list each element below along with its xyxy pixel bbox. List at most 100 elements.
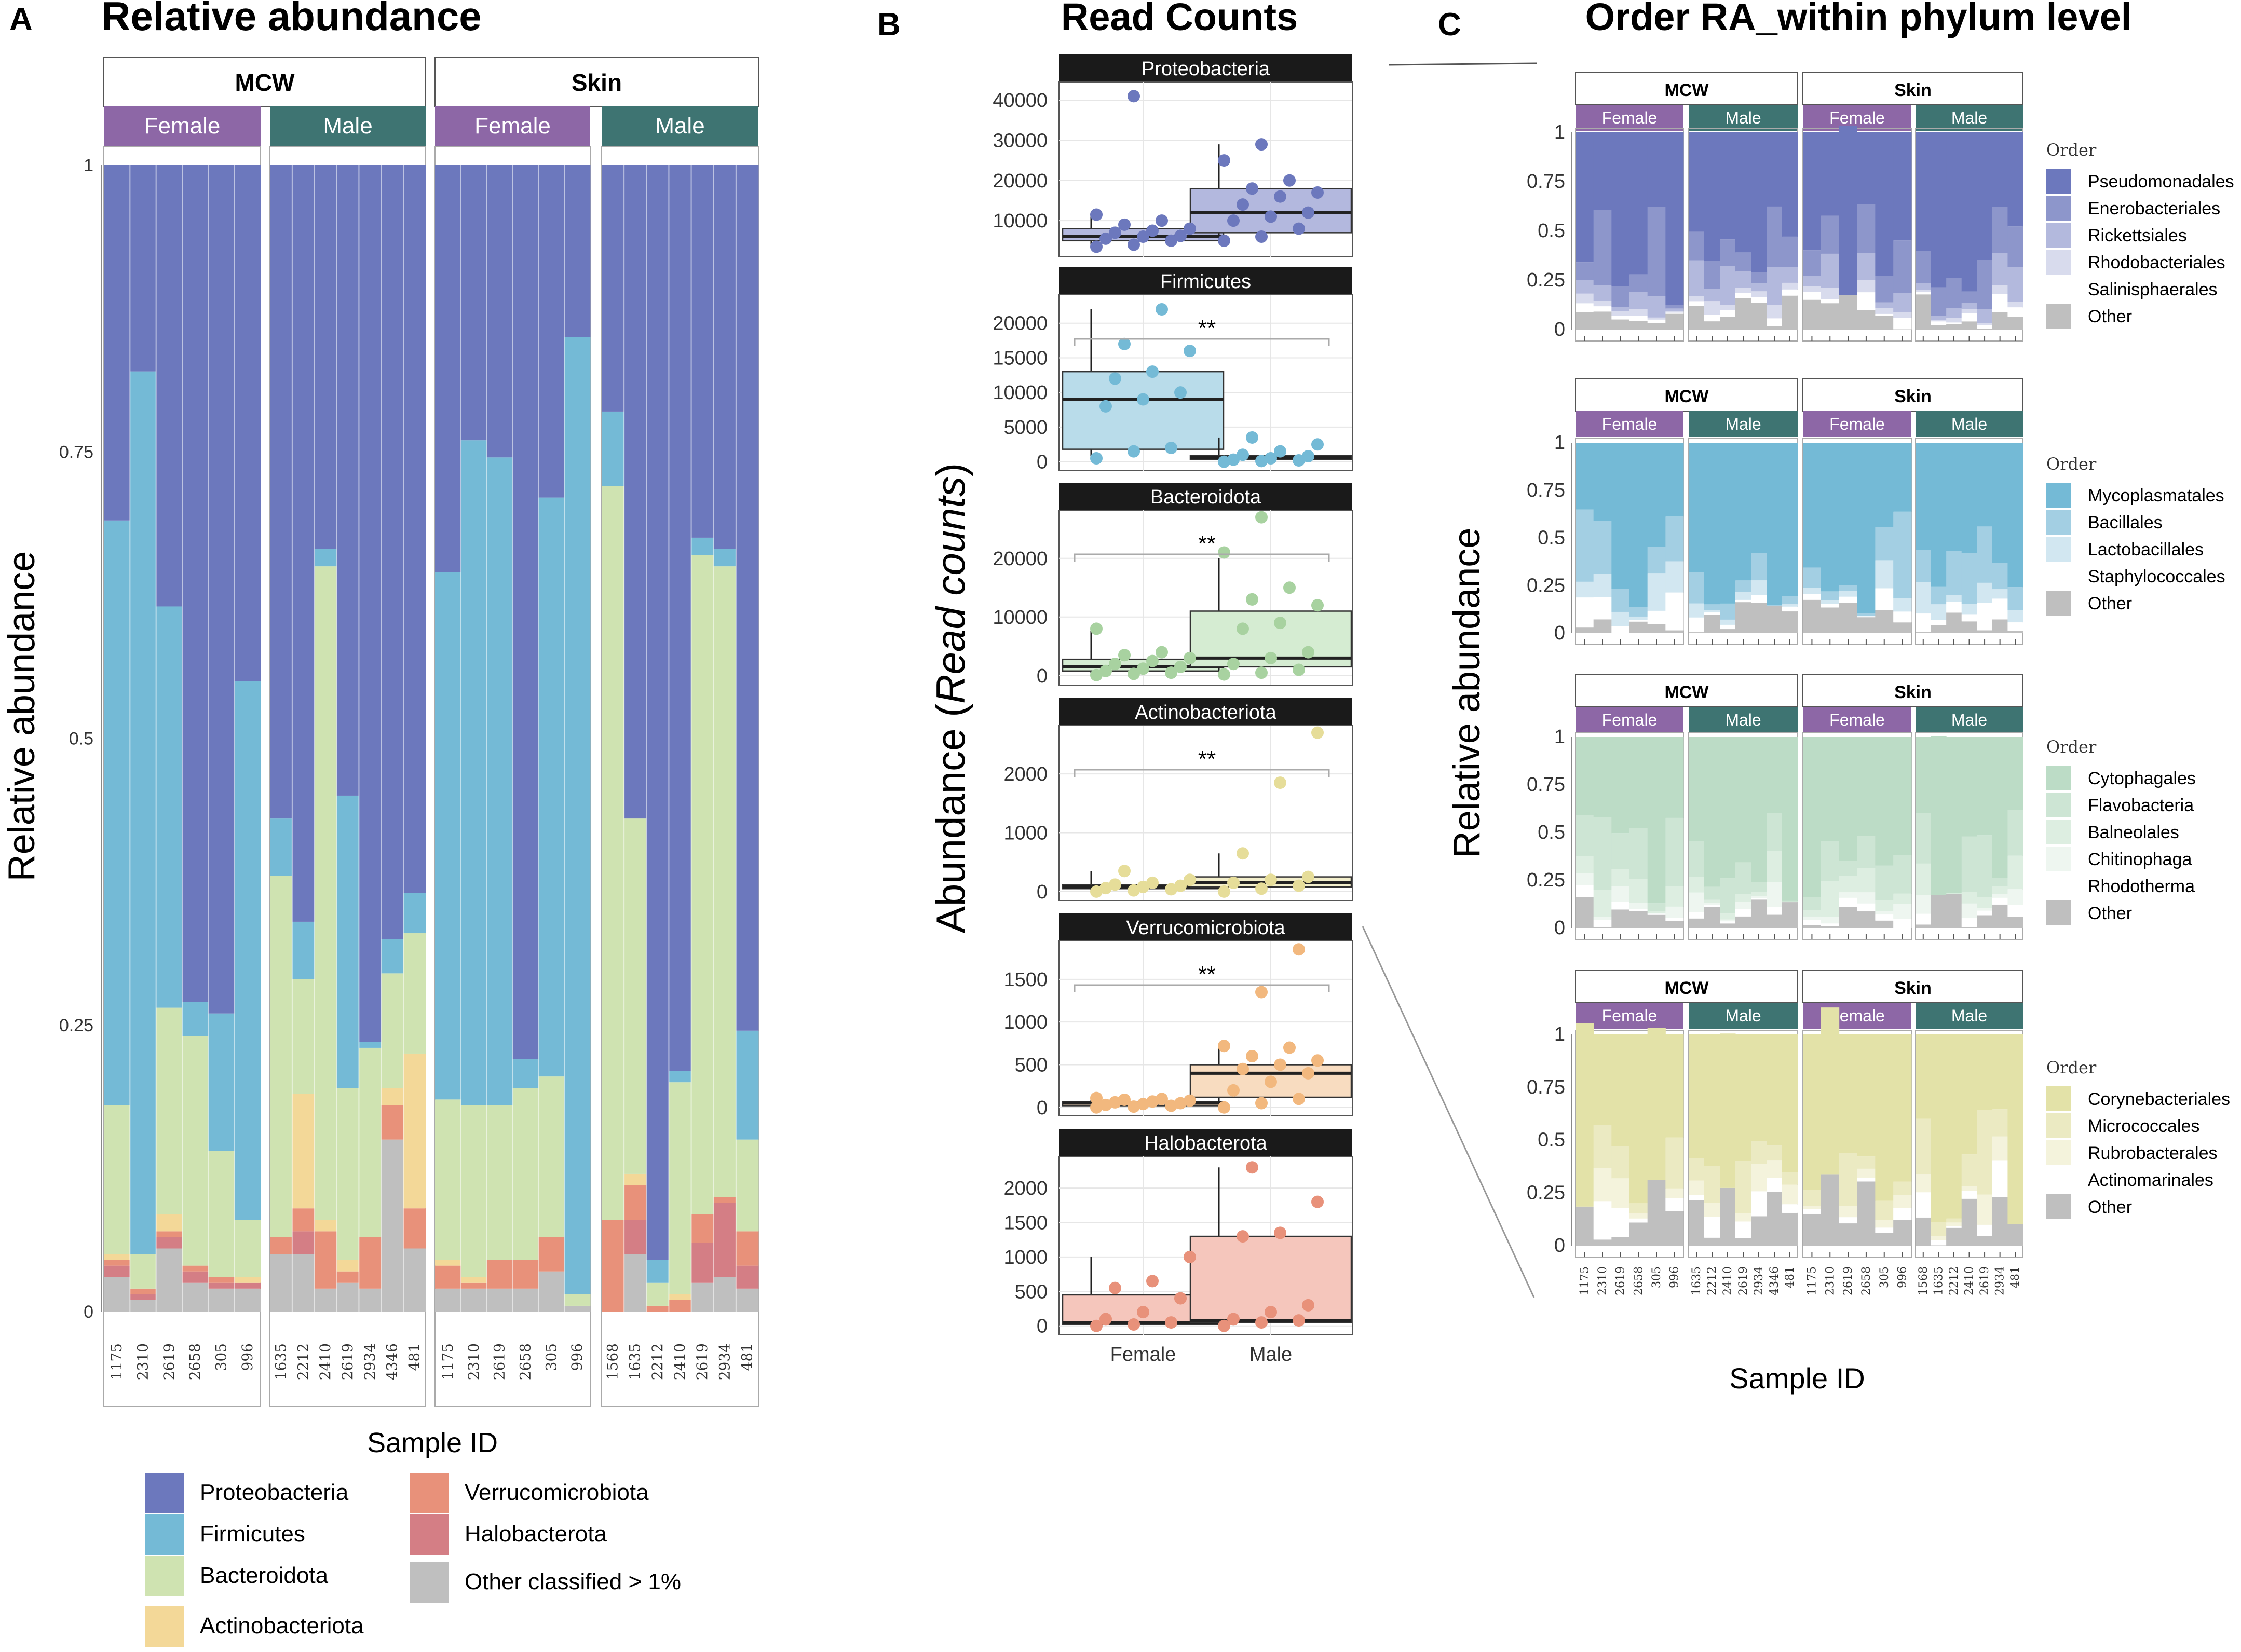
panel-c-bar-segment (1751, 443, 1767, 553)
panel-a-bar-segment (130, 1254, 157, 1289)
panel-c-bar-segment (1611, 611, 1630, 626)
panel-c-bar-segment (1916, 1192, 1932, 1218)
panel-b-point (1184, 345, 1196, 358)
panel-c-bar-segment (1629, 621, 1648, 633)
panel-a-legend-swatch (410, 1473, 449, 1513)
panel-c-ytick: 0.5 (1538, 220, 1565, 242)
panel-a-legend-label: Verrucomicrobiota (465, 1480, 649, 1505)
panel-c-bar-segment (1629, 911, 1648, 928)
panel-b-point (1255, 511, 1268, 524)
panel-a-bar-segment (130, 165, 157, 372)
panel-a-bar-segment (234, 1277, 261, 1283)
panel-c-legend-swatch (2046, 196, 2071, 221)
panel-a-bar-segment (403, 1053, 426, 1209)
panel-c-bar-segment (1665, 592, 1684, 631)
panel-a-bar-segment (624, 818, 647, 1174)
panel-c-bar-segment (1931, 736, 1947, 895)
panel-c-bar-segment (1931, 586, 1947, 605)
panel-c-bar-segment (1689, 443, 1705, 572)
panel-a-bar-segment (486, 1260, 513, 1289)
panel-a-bar-segment (104, 1277, 130, 1312)
panel-c-bar-segment (1803, 1206, 1822, 1209)
panel-c-bar-segment (1751, 1191, 1767, 1217)
panel-c-bar-segment (1689, 296, 1705, 302)
panel-c-bar-segment (1704, 615, 1720, 633)
panel-c-bar-segment (1611, 1237, 1630, 1246)
panel-c-bar-segment (1611, 833, 1630, 869)
panel-c-bar-segment (1735, 1221, 1751, 1238)
panel-c-bar-segment (1782, 737, 1798, 901)
panel-c-sex-label: Male (1725, 108, 1761, 127)
panel-a-sample-label: 481 (738, 1343, 755, 1371)
panel-c-bar-segment (1576, 815, 1594, 856)
panel-a-bar-segment (156, 1231, 183, 1237)
panel-c-bar-segment (1803, 594, 1822, 600)
panel-c-bar-segment (1782, 611, 1798, 633)
panel-b-point (1090, 622, 1103, 635)
panel-a-sample-label: 305 (542, 1343, 560, 1371)
panel-c-bar-segment (1704, 289, 1720, 302)
panel-b-point (1237, 622, 1249, 635)
panel-c-site-strip (1802, 72, 2023, 105)
panel-c-bar-segment (1839, 295, 1857, 330)
panel-c-bar-segment (1735, 298, 1751, 330)
panel-c-sex-strip (1916, 707, 2023, 733)
panel-c-bar-segment (1665, 737, 1684, 818)
panel-c-bar-segment (1689, 632, 1705, 633)
panel-a-bar-segment (156, 1237, 183, 1249)
panel-a-bar-segment (538, 1076, 565, 1237)
panel-a-bar-segment (512, 165, 539, 1060)
panel-c-bar-segment (1992, 443, 2008, 563)
panel-c-sample-label: 2212 (1948, 1266, 1961, 1295)
panel-b-point (1090, 1319, 1103, 1332)
panel-b-facet-strip (1059, 267, 1352, 295)
panel-c-bar-segment (1893, 737, 1912, 855)
panel-c-bar-segment (1992, 1197, 2008, 1246)
panel-c-bar-segment (1857, 1168, 1876, 1178)
panel-c-bar-segment (1893, 511, 1912, 598)
panel-a-bar-segment (538, 165, 565, 498)
panel-a-bar-segment (314, 165, 337, 550)
panel-c-bar-segment (1689, 301, 1705, 306)
panel-c-bar-segment (1839, 596, 1857, 603)
panel-a-y-label: Relative abundance (1, 551, 43, 881)
panel-c-bar-segment (1992, 619, 2008, 633)
panel-c-bar-segment (1992, 207, 2008, 253)
panel-a-bar-segment (538, 497, 565, 1077)
panel-c-bar-segment (1821, 604, 1840, 608)
panel-c-bar-segment (1839, 737, 1857, 861)
panel-c-bar-segment (1720, 305, 1736, 310)
panel-b-ytick: 0 (1037, 1097, 1048, 1119)
panel-c-bar-segment (1689, 1034, 1705, 1159)
panel-c-bar-segment (1821, 737, 1840, 841)
panel-c-bar-segment (2007, 317, 2023, 330)
panel-b-point (1174, 1292, 1187, 1305)
panel-c-bar-segment (1916, 737, 1932, 813)
panel-a-legend-swatch (145, 1473, 184, 1513)
panel-c-bar-segment (1576, 856, 1594, 873)
panel-b-point (1227, 1313, 1240, 1326)
panel-c-bar-segment (1611, 286, 1630, 307)
panel-c-sex-label: Female (1602, 1006, 1658, 1025)
panel-b-point (1165, 1316, 1177, 1329)
panel-c-bar-segment (1704, 1217, 1720, 1238)
panel-c-sex-strip (1803, 707, 1911, 733)
panel-a-sample-label: 2619 (339, 1343, 356, 1380)
panel-c-bar-segment (1893, 443, 1912, 512)
panel-a-legend-swatch (145, 1556, 184, 1596)
panel-c-bar-segment (1857, 132, 1876, 204)
panel-c-sample-label: 305 (1650, 1266, 1663, 1288)
panel-c-bar-segment (1977, 1194, 1993, 1225)
panel-a-bar-segment (314, 1220, 337, 1232)
panel-c-bar-segment (1576, 1206, 1594, 1246)
panel-a-bar-segment (691, 1243, 714, 1283)
panel-b-point (1174, 229, 1187, 242)
panel-b-point (1237, 847, 1249, 860)
panel-c-site-strip (1802, 674, 2023, 707)
panel-a-bar-segment (691, 555, 714, 1214)
panel-c-bar-segment (1839, 861, 1857, 876)
panel-a-bar-segment (486, 1105, 513, 1260)
panel-b-point (1146, 1275, 1159, 1288)
panel-c-bar-segment (1704, 443, 1720, 605)
panel-c-ytick: 0.75 (1527, 171, 1565, 193)
